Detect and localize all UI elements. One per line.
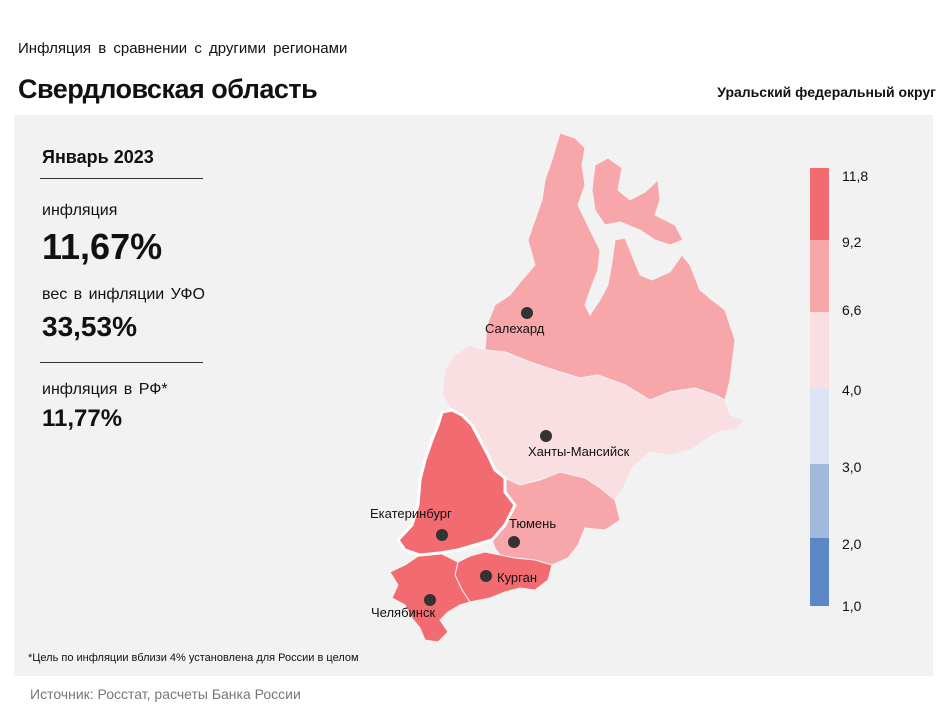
city-marker-khanty-mansiysk: Ханты-Мансийск — [528, 430, 630, 459]
scale-swatch — [810, 388, 829, 464]
scale-swatch — [810, 538, 829, 606]
scale-tick: 4,0 — [842, 382, 862, 398]
city-marker-ekaterinburg: Екатеринбург — [370, 506, 452, 541]
inflation-value: 11,67% — [42, 226, 163, 267]
divider — [40, 362, 203, 363]
city-marker-kurgan: Курган — [480, 570, 537, 585]
scale-tick: 2,0 — [842, 536, 862, 552]
weight-value: 33,53% — [42, 311, 137, 342]
svg-text:Курган: Курган — [497, 570, 537, 585]
rf-inflation-label: инфляция в РФ* — [42, 381, 168, 398]
scale-tick: 6,6 — [842, 302, 862, 318]
scale-swatch — [810, 240, 829, 312]
city-marker-salekhard: Салехард — [485, 307, 545, 336]
region-yamal[interactable] — [484, 132, 736, 401]
source-note: Источник: Росстат, расчеты Банка России — [30, 686, 301, 702]
chart-subtitle: Инфляция в сравнении с другими регионами — [18, 40, 348, 57]
city-marker-chelyabinsk: Челябинск — [371, 594, 436, 620]
region-kurgan[interactable] — [454, 551, 553, 603]
weight-label: вес в инфляции УФО — [42, 286, 205, 303]
color-scale: 11,8 9,2 6,6 4,0 3,0 2,0 1,0 — [810, 168, 868, 614]
scale-tick: 9,2 — [842, 234, 862, 250]
scale-tick: 1,0 — [842, 598, 862, 614]
region-sverdlovsk[interactable] — [396, 408, 517, 557]
footnote: *Цель по инфляции вблизи 4% установлена … — [28, 652, 359, 664]
inflation-label: инфляция — [42, 202, 118, 219]
svg-text:Екатеринбург: Екатеринбург — [370, 506, 452, 521]
city-marker-tyumen: Тюмень — [508, 516, 556, 548]
scale-tick: 11,8 — [842, 168, 868, 184]
scale-swatch — [810, 168, 829, 240]
divider — [40, 178, 203, 179]
svg-text:Ханты-Мансийск: Ханты-Мансийск — [528, 444, 630, 459]
district-label: Уральский федеральный округ — [717, 84, 936, 100]
svg-text:Салехард: Салехард — [485, 321, 545, 336]
scale-swatch — [810, 464, 829, 538]
period-label: Январь 2023 — [42, 147, 154, 167]
rf-inflation-value: 11,77% — [42, 405, 123, 432]
scale-swatch — [810, 312, 829, 388]
svg-text:Челябинск: Челябинск — [371, 605, 435, 620]
scale-tick: 3,0 — [842, 459, 862, 475]
page-title: Свердловская область — [18, 74, 318, 104]
svg-text:Тюмень: Тюмень — [509, 516, 556, 531]
